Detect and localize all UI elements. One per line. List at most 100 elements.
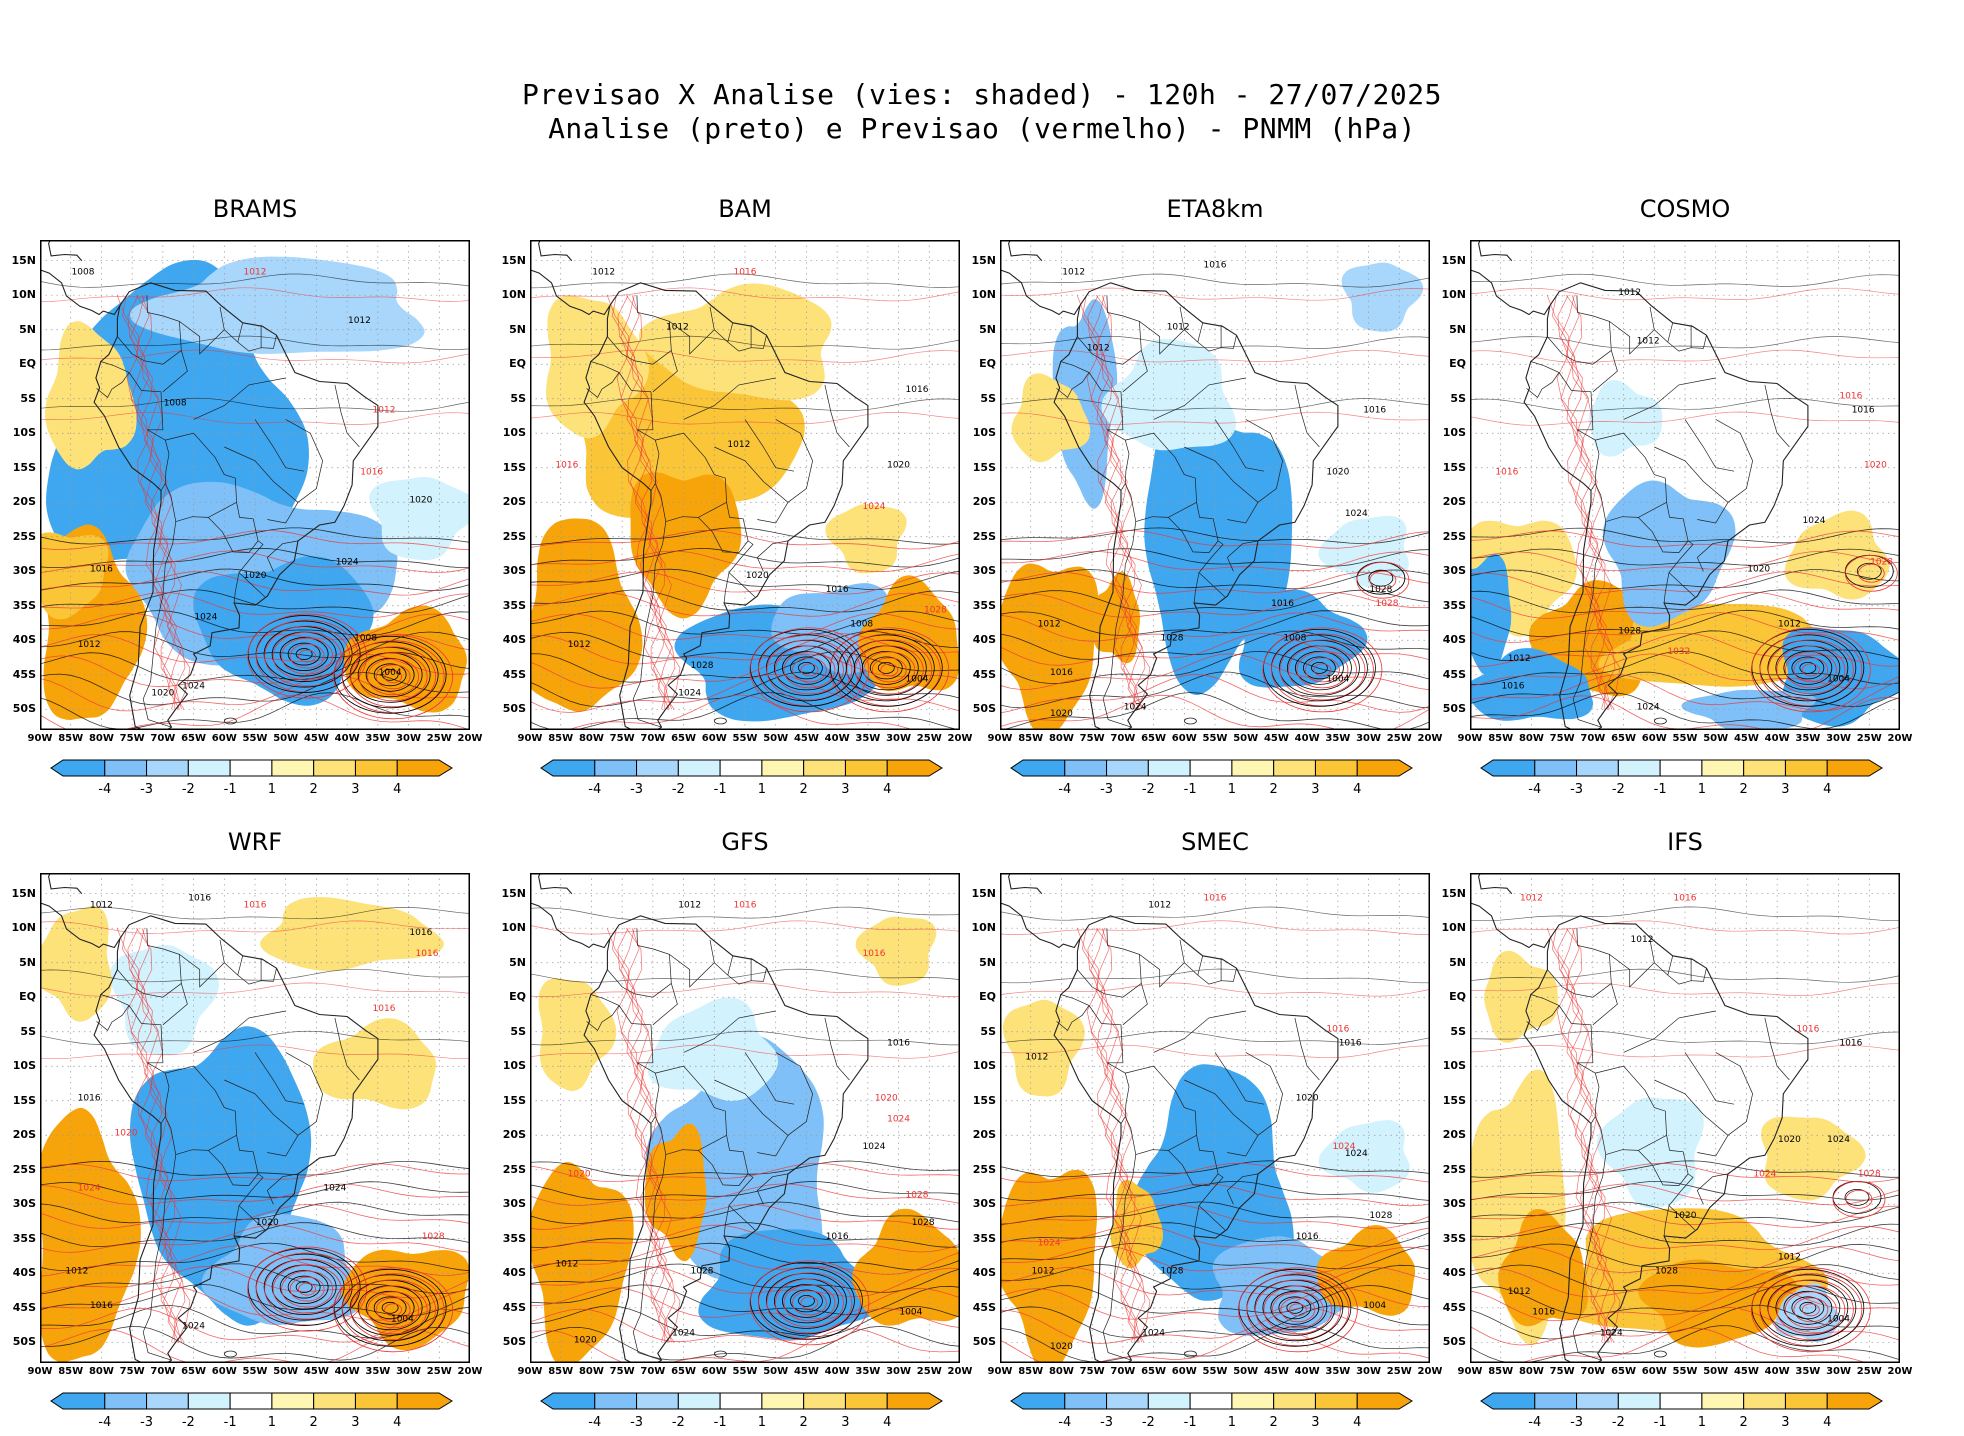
lat-tick-label: 50S bbox=[972, 702, 996, 716]
lat-tick-label: 25S bbox=[972, 1162, 996, 1176]
colorbar-label: -4 bbox=[588, 782, 602, 797]
forecast-isobar-label: 1020 bbox=[568, 1170, 591, 1180]
border bbox=[1294, 384, 1320, 448]
analysis-isobar-label: 1004 bbox=[1326, 675, 1349, 685]
border bbox=[1592, 350, 1618, 393]
analysis-isobar-label: 1024 bbox=[1142, 1328, 1165, 1338]
bias-region bbox=[130, 256, 425, 354]
forecast-isobar bbox=[530, 550, 960, 573]
border bbox=[142, 1154, 177, 1361]
lat-tick-label: 25S bbox=[502, 529, 526, 543]
analysis-isobar bbox=[1000, 1243, 1430, 1270]
border bbox=[266, 1173, 299, 1205]
forecast-isobar bbox=[1470, 1307, 1900, 1346]
forecast-isobar bbox=[40, 694, 470, 730]
colorbar-label: 4 bbox=[1353, 782, 1362, 797]
lon-tick-label: 40W bbox=[1764, 1366, 1790, 1377]
analysis-isobar bbox=[1470, 609, 1900, 638]
forecast-isobar bbox=[40, 1183, 470, 1205]
lon-tick-label: 65W bbox=[181, 733, 207, 744]
lat-tick-label: 45S bbox=[1442, 1300, 1466, 1314]
analysis-isobar-label: 1012 bbox=[65, 1266, 88, 1276]
analysis-isobar bbox=[1470, 548, 1900, 566]
border bbox=[208, 1135, 259, 1186]
border bbox=[1184, 962, 1237, 985]
border bbox=[1663, 572, 1670, 604]
lat-tick-label: 50S bbox=[972, 1335, 996, 1349]
lon-tick-label: 90W bbox=[517, 733, 543, 744]
forecast-isobar bbox=[1470, 1204, 1900, 1228]
colorbar-label: 1 bbox=[757, 1415, 767, 1430]
lat-tick-label: 15S bbox=[502, 1093, 526, 1107]
lon-tick-label: 80W bbox=[578, 1366, 604, 1377]
lat-tick-label: 10N bbox=[971, 921, 996, 935]
colorbar-label: -2 bbox=[181, 782, 195, 797]
border bbox=[238, 1173, 266, 1231]
lon-tick-label: 70W bbox=[150, 1366, 176, 1377]
analysis-isobar-label: 1028 bbox=[1655, 1266, 1678, 1276]
lat-tick-label: 5S bbox=[510, 391, 526, 405]
bias-region bbox=[1484, 950, 1558, 1043]
analysis-isobar bbox=[1000, 527, 1430, 544]
coastline bbox=[583, 282, 869, 730]
colorbar-label: 4 bbox=[393, 1415, 402, 1430]
border bbox=[193, 1010, 286, 1053]
forecast-isobar bbox=[530, 633, 960, 665]
forecast-isobar bbox=[1000, 592, 1430, 618]
lon-tick-label: 90W bbox=[1457, 1366, 1483, 1377]
colorbar-label: -2 bbox=[1141, 1415, 1155, 1430]
lat-tick-label: 45S bbox=[12, 667, 36, 681]
lat-tick-label: 5N bbox=[509, 322, 526, 336]
border bbox=[193, 377, 286, 420]
analysis-isobar-label: 1004 bbox=[1363, 1301, 1386, 1311]
forecast-isobar bbox=[1000, 694, 1430, 730]
border bbox=[632, 1154, 667, 1361]
analysis-isobar-label: 1016 bbox=[1339, 1039, 1362, 1049]
colorbar-label: 2 bbox=[309, 1415, 318, 1430]
forecast-isobar-label: 1024 bbox=[863, 502, 886, 512]
lat-tick-label: EQ bbox=[1449, 357, 1466, 371]
analysis-isobar bbox=[40, 1222, 470, 1248]
border bbox=[1654, 446, 1729, 524]
border bbox=[1197, 322, 1204, 343]
colorbar-label: 1 bbox=[1697, 782, 1707, 797]
border bbox=[727, 322, 734, 343]
analysis-isobar-label: 1012 bbox=[678, 901, 701, 911]
lon-tick-label: 40W bbox=[334, 733, 360, 744]
lon-tick-label: 80W bbox=[88, 733, 114, 744]
lon-tick-label: 50W bbox=[273, 733, 299, 744]
border bbox=[1056, 361, 1090, 398]
lat-tick-label: 45S bbox=[502, 1300, 526, 1314]
analysis-isobar bbox=[40, 1284, 470, 1317]
lat-tick-label: 10N bbox=[501, 921, 526, 935]
analysis-isobar-label: 1012 bbox=[1148, 901, 1171, 911]
lon-tick-label: 80W bbox=[1048, 1366, 1074, 1377]
analysis-isobar-label: 1012 bbox=[1508, 654, 1531, 664]
forecast-isobar bbox=[530, 1224, 960, 1253]
forecast-isobar bbox=[1470, 571, 1900, 595]
lat-tick-label: EQ bbox=[19, 990, 36, 1004]
analysis-isobar-label: 1012 bbox=[348, 316, 371, 326]
analysis-isobar bbox=[530, 547, 960, 568]
border bbox=[1088, 1005, 1130, 1124]
border bbox=[756, 1173, 789, 1205]
lon-tick-label: 45W bbox=[793, 1366, 819, 1377]
border bbox=[744, 1052, 795, 1105]
forecast-isobar-label: 1020 bbox=[1864, 461, 1887, 471]
lon-tick-label: 25W bbox=[1386, 1366, 1412, 1377]
analysis-isobar bbox=[1000, 650, 1430, 684]
analysis-isobar-label: 1012 bbox=[1637, 337, 1660, 347]
forecast-isobar-label: 1016 bbox=[373, 1004, 396, 1014]
lon-tick-label: 55W bbox=[242, 1366, 268, 1377]
lon-tick-label: 35W bbox=[365, 1366, 391, 1377]
lat-tick-label: 50S bbox=[12, 702, 36, 716]
forecast-isobar-label: 1016 bbox=[863, 949, 886, 959]
colorbar-label: 2 bbox=[799, 1415, 808, 1430]
lon-tick-label: 65W bbox=[671, 733, 697, 744]
analysis-isobar bbox=[530, 610, 960, 635]
lat-tick-label: 35S bbox=[502, 598, 526, 612]
lon-tick-label: 35W bbox=[855, 1366, 881, 1377]
lat-tick-label: 20S bbox=[502, 1128, 526, 1142]
bias-region bbox=[40, 532, 109, 620]
bias-region bbox=[538, 978, 617, 1092]
